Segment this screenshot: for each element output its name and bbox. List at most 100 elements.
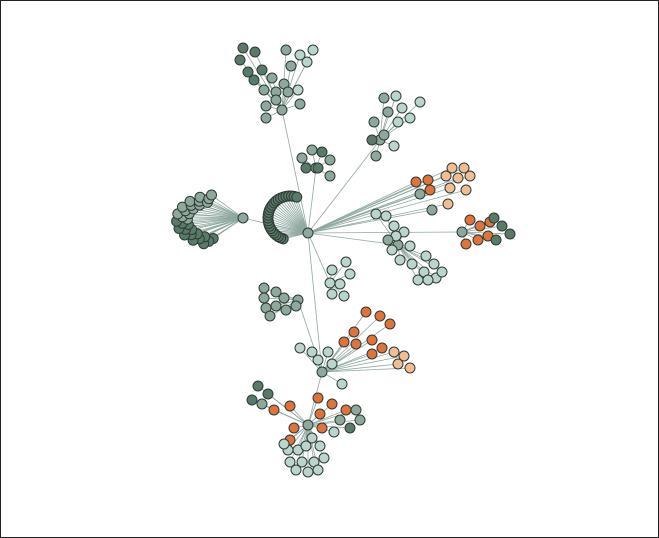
graph-node[interactable]: [314, 440, 326, 452]
graph-node[interactable]: [366, 134, 378, 146]
graph-node[interactable]: [294, 98, 306, 110]
graph-node[interactable]: [474, 220, 486, 232]
graph-node[interactable]: [338, 290, 350, 302]
graph-node[interactable]: [376, 342, 388, 354]
graph-node[interactable]: [380, 210, 392, 222]
graph-node[interactable]: [504, 228, 516, 240]
graph-node[interactable]: [270, 300, 282, 312]
graph-node[interactable]: [312, 392, 324, 404]
graph-node[interactable]: [270, 94, 282, 106]
graph-node[interactable]: [266, 72, 278, 84]
graph-node[interactable]: [446, 162, 458, 174]
graph-node[interactable]: [410, 176, 422, 188]
graph-node[interactable]: [422, 174, 434, 186]
graph-node[interactable]: [490, 234, 502, 246]
graph-node[interactable]: [237, 212, 249, 224]
graph-node[interactable]: [316, 146, 328, 158]
graph-node[interactable]: [404, 362, 416, 374]
graph-node[interactable]: [334, 278, 346, 290]
graph-node[interactable]: [414, 188, 426, 200]
graph-node[interactable]: [284, 456, 296, 468]
graph-node[interactable]: [316, 366, 328, 378]
graph-node[interactable]: [249, 46, 261, 58]
graph-node[interactable]: [302, 466, 314, 478]
graph-node[interactable]: [444, 182, 456, 194]
graph-node[interactable]: [336, 378, 348, 390]
graph-node[interactable]: [307, 44, 319, 56]
graph-node[interactable]: [262, 388, 274, 400]
graph-node[interactable]: [350, 338, 362, 350]
graph-node[interactable]: [312, 354, 324, 366]
graph-node[interactable]: [290, 300, 302, 312]
graph-node[interactable]: [344, 422, 356, 434]
graph-node[interactable]: [322, 346, 334, 358]
graph-node[interactable]: [392, 116, 404, 128]
graph-node[interactable]: [324, 170, 336, 182]
graph-node[interactable]: [388, 346, 400, 358]
graph-node[interactable]: [294, 49, 306, 61]
graph-node[interactable]: [436, 266, 448, 278]
graph-node[interactable]: [388, 220, 400, 232]
graph-node[interactable]: [374, 310, 386, 322]
graph-node[interactable]: [258, 282, 270, 294]
graph-node[interactable]: [370, 150, 382, 162]
graph-node[interactable]: [406, 258, 418, 270]
graph-node[interactable]: [237, 42, 249, 54]
graph-node[interactable]: [242, 66, 254, 78]
graph-node[interactable]: [370, 208, 382, 220]
graph-node[interactable]: [256, 398, 268, 410]
graph-node[interactable]: [392, 358, 404, 370]
graph-node[interactable]: [280, 304, 292, 316]
graph-node[interactable]: [248, 74, 260, 86]
graph-node[interactable]: [282, 86, 294, 98]
graph-node[interactable]: [384, 318, 396, 330]
graph-node[interactable]: [378, 129, 390, 141]
graph-node[interactable]: [458, 162, 470, 174]
graph-node[interactable]: [354, 414, 366, 426]
graph-node[interactable]: [360, 306, 372, 318]
graph-node[interactable]: [412, 274, 424, 286]
graph-node[interactable]: [440, 170, 452, 182]
graph-node[interactable]: [291, 191, 303, 203]
graph-node[interactable]: [326, 288, 338, 300]
graph-node[interactable]: [324, 277, 336, 289]
graph-node[interactable]: [246, 394, 258, 406]
graph-node[interactable]: [414, 96, 426, 108]
graph-node[interactable]: [302, 227, 314, 239]
graph-node[interactable]: [422, 274, 434, 286]
graph-node[interactable]: [404, 112, 416, 124]
graph-node[interactable]: [306, 346, 318, 358]
graph-node[interactable]: [292, 84, 304, 96]
graph-node[interactable]: [338, 336, 350, 348]
graph-node[interactable]: [270, 286, 282, 298]
graph-node[interactable]: [348, 326, 360, 338]
graph-node[interactable]: [394, 254, 406, 266]
graph-node[interactable]: [296, 456, 308, 468]
graph-node[interactable]: [368, 116, 380, 128]
graph-node[interactable]: [314, 408, 326, 420]
graph-node[interactable]: [420, 250, 432, 262]
graph-node[interactable]: [366, 334, 378, 346]
graph-node[interactable]: [488, 212, 500, 224]
graph-node[interactable]: [300, 162, 312, 174]
graph-node[interactable]: [318, 452, 330, 464]
graph-node[interactable]: [278, 438, 290, 450]
graph-node[interactable]: [234, 54, 246, 66]
graph-node[interactable]: [256, 64, 268, 76]
graph-node[interactable]: [460, 238, 472, 250]
graph-node[interactable]: [326, 264, 338, 276]
graph-nodes[interactable]: [171, 42, 516, 478]
graph-node[interactable]: [252, 380, 264, 392]
graph-node[interactable]: [396, 102, 408, 114]
graph-node[interactable]: [312, 464, 324, 476]
graph-node[interactable]: [324, 154, 336, 166]
graph-node[interactable]: [366, 348, 378, 360]
graph-node[interactable]: [206, 189, 217, 201]
graph-node[interactable]: [268, 404, 280, 416]
graph-node[interactable]: [464, 170, 476, 182]
graph-node[interactable]: [258, 84, 270, 96]
graph-node[interactable]: [456, 226, 468, 238]
graph-node[interactable]: [472, 234, 484, 246]
graph-node[interactable]: [306, 432, 318, 444]
